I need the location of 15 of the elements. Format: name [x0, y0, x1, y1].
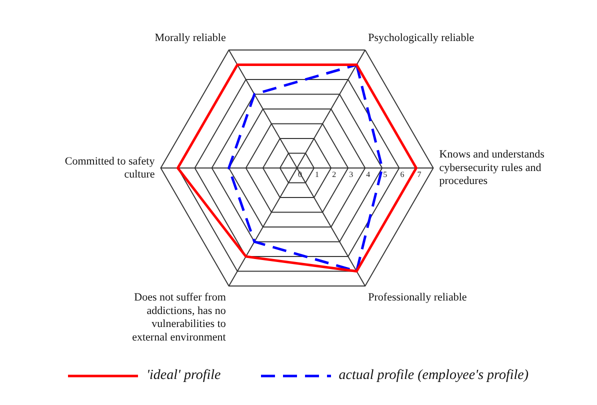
y-tick-label: 6: [400, 170, 404, 180]
y-tick-label: 4: [366, 170, 370, 180]
spoke-label: Committed to safety culture: [64, 155, 156, 180]
spoke-label: Knows and understands cybersecurity rules and procedures: [439, 148, 544, 188]
spoke-label: Professionally reliable: [368, 292, 467, 304]
legend-label: actual profile (employee's profile): [338, 368, 529, 384]
y-tick-label: 5: [383, 170, 388, 180]
spoke-label: Morally reliable: [154, 32, 226, 44]
y-tick-label: 1: [315, 170, 320, 180]
legend-label: 'ideal' profile: [146, 368, 221, 384]
spoke-label: Psychologically reliable: [368, 32, 474, 44]
y-tick-label: 3: [349, 170, 354, 180]
spoke-label: Does not suffer from addictions, has no vulnerabilities to external environment: [132, 292, 226, 344]
y-tick-label: 2: [332, 170, 336, 180]
y-tick-label: 7: [417, 170, 422, 180]
